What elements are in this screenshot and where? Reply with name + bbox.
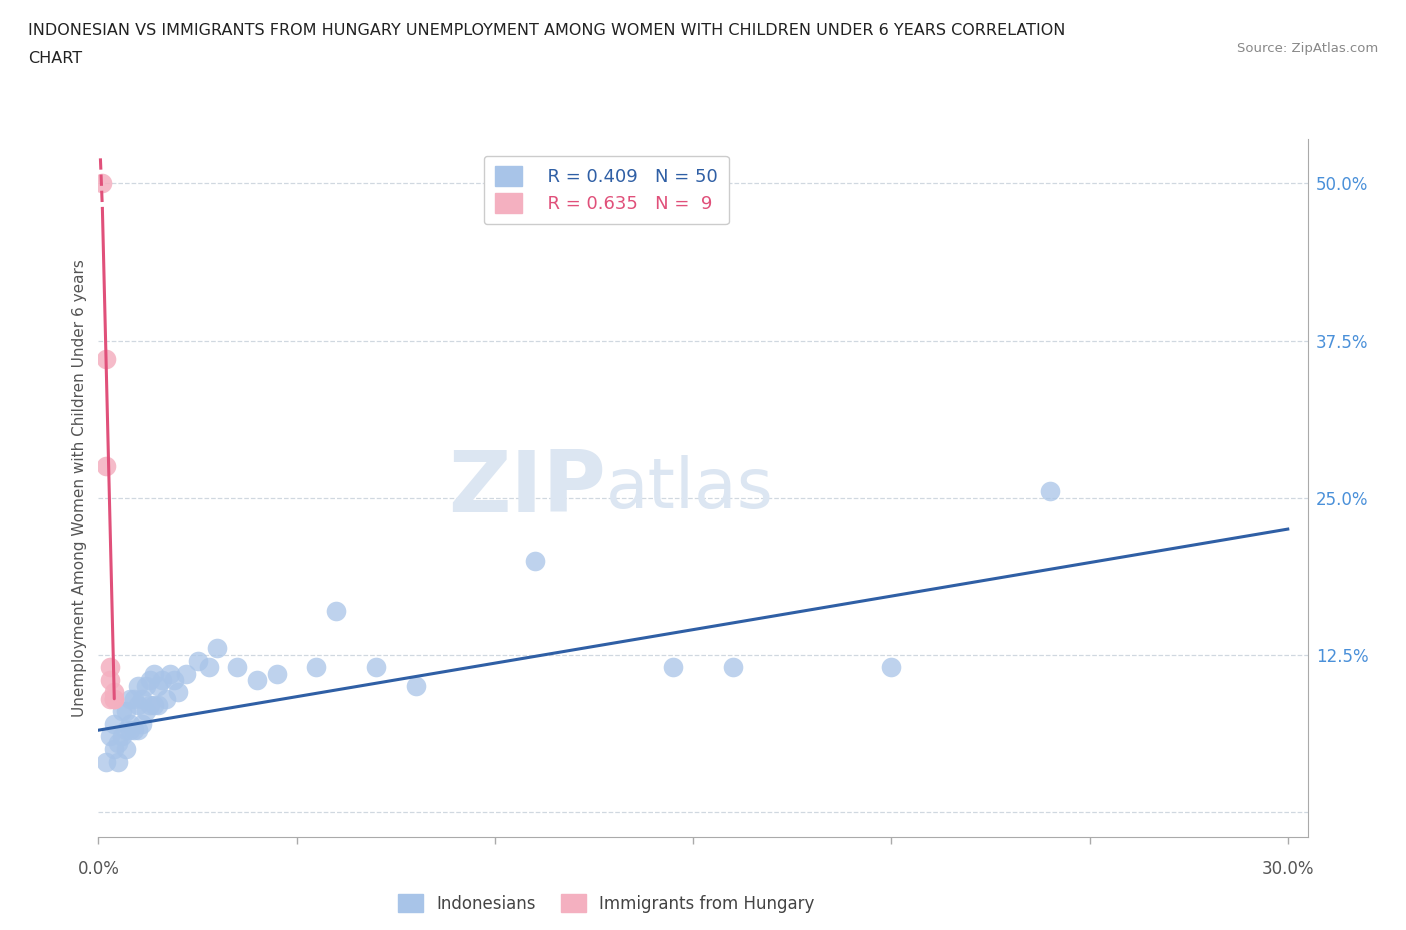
Point xyxy=(139,672,162,687)
Point xyxy=(163,672,186,687)
Point xyxy=(103,716,125,731)
Point xyxy=(662,660,685,675)
Point xyxy=(120,691,142,706)
Point xyxy=(721,660,744,675)
Point xyxy=(127,698,149,712)
Point xyxy=(122,723,145,737)
Point xyxy=(166,685,188,700)
Point xyxy=(135,704,157,719)
Point xyxy=(111,704,134,719)
Point xyxy=(107,736,129,751)
Point xyxy=(139,698,162,712)
Point xyxy=(159,666,181,681)
Point xyxy=(266,666,288,681)
Point xyxy=(523,553,546,568)
Point xyxy=(246,672,269,687)
Point xyxy=(98,729,121,744)
Point xyxy=(98,691,121,706)
Point xyxy=(174,666,197,681)
Point xyxy=(226,660,249,675)
Point xyxy=(96,754,118,769)
Point xyxy=(364,660,387,675)
Point xyxy=(155,691,177,706)
Point xyxy=(131,716,153,731)
Text: CHART: CHART xyxy=(28,51,82,66)
Text: Source: ZipAtlas.com: Source: ZipAtlas.com xyxy=(1237,42,1378,55)
Point xyxy=(103,691,125,706)
Point xyxy=(135,679,157,694)
Point xyxy=(103,691,125,706)
Point xyxy=(120,716,142,731)
Point xyxy=(115,704,138,719)
Point xyxy=(198,660,221,675)
Point xyxy=(150,672,173,687)
Point xyxy=(127,679,149,694)
Point xyxy=(120,723,142,737)
Point xyxy=(1039,484,1062,498)
Legend: Indonesians, Immigrants from Hungary: Indonesians, Immigrants from Hungary xyxy=(391,887,821,920)
Point xyxy=(107,754,129,769)
Point xyxy=(146,679,169,694)
Point xyxy=(96,352,118,366)
Point xyxy=(142,698,165,712)
Text: 0.0%: 0.0% xyxy=(77,859,120,878)
Point xyxy=(103,741,125,756)
Text: 30.0%: 30.0% xyxy=(1261,859,1315,878)
Point xyxy=(880,660,903,675)
Point xyxy=(186,654,208,669)
Point xyxy=(98,672,121,687)
Point xyxy=(305,660,328,675)
Point xyxy=(146,698,169,712)
Point xyxy=(98,660,121,675)
Point xyxy=(122,691,145,706)
Point xyxy=(207,641,229,656)
Y-axis label: Unemployment Among Women with Children Under 6 years: Unemployment Among Women with Children U… xyxy=(72,259,87,717)
Point xyxy=(405,679,427,694)
Text: ZIP: ZIP xyxy=(449,446,606,530)
Point xyxy=(96,458,118,473)
Point xyxy=(325,604,347,618)
Point xyxy=(131,691,153,706)
Point xyxy=(115,723,138,737)
Text: INDONESIAN VS IMMIGRANTS FROM HUNGARY UNEMPLOYMENT AMONG WOMEN WITH CHILDREN UND: INDONESIAN VS IMMIGRANTS FROM HUNGARY UN… xyxy=(28,23,1066,38)
Point xyxy=(115,741,138,756)
Point xyxy=(103,685,125,700)
Point xyxy=(91,176,114,191)
Point xyxy=(127,723,149,737)
Point xyxy=(142,666,165,681)
Text: atlas: atlas xyxy=(606,455,775,522)
Point xyxy=(111,729,134,744)
